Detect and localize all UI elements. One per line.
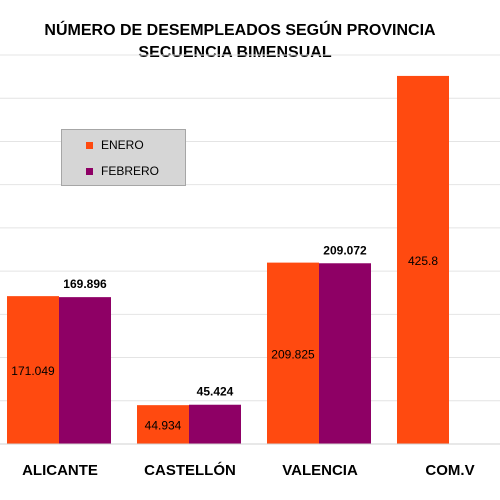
bar-enero <box>267 262 319 444</box>
legend-label-febrero: FEBRERO <box>101 164 160 178</box>
legend-item-febrero: FEBRERO <box>86 164 159 178</box>
data-label: 45.424 <box>197 385 234 399</box>
bar-febrero <box>189 404 241 444</box>
data-label: 209.072 <box>323 243 367 257</box>
legend-swatch-febrero <box>86 167 93 175</box>
legend-item-enero: ENERO <box>86 138 144 152</box>
x-tick-label: VALENCIA <box>282 462 358 479</box>
x-tick-label: COM.V <box>425 462 474 479</box>
bar-enero <box>397 75 449 444</box>
data-label: 209.825 <box>271 347 315 361</box>
chart-title: NÚMERO DE DESEMPLEADOS SEGÚN PROVINCIA <box>44 22 436 39</box>
chart-legend: ENERO FEBRERO <box>61 129 186 186</box>
data-label: 425.8 <box>408 254 438 268</box>
bar-febrero <box>59 297 111 444</box>
bar-febrero <box>319 263 371 444</box>
x-tick-label: ALICANTE <box>22 462 98 479</box>
bar-enero <box>137 405 189 444</box>
legend-swatch-enero <box>86 141 93 149</box>
x-tick-label: CASTELLÓN <box>144 461 236 479</box>
data-label: 44.934 <box>145 419 182 433</box>
bar-enero <box>7 296 59 444</box>
legend-label-enero: ENERO <box>101 138 144 152</box>
data-label: 169.896 <box>63 277 107 291</box>
data-label: 171.049 <box>11 364 55 378</box>
chart-subtitle: SECUENCIA BIMENSUAL <box>138 44 332 61</box>
